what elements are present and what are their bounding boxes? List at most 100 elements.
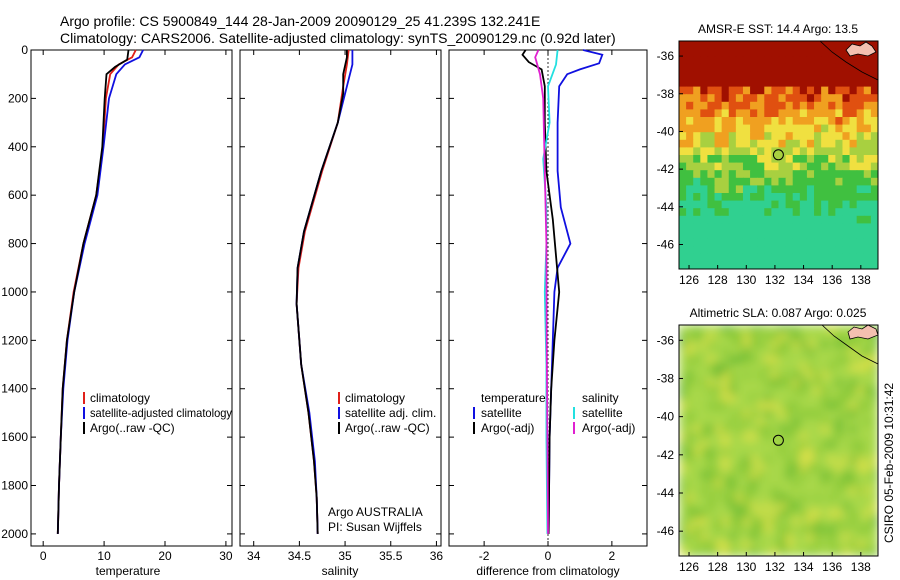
sla-heatmap-cell — [799, 532, 808, 542]
sst-heatmap-cell — [714, 215, 723, 224]
sst-heatmap-cell — [870, 162, 878, 171]
sla-heatmap-cell — [863, 479, 872, 488]
sla-heatmap-cell — [842, 532, 851, 542]
sla-heatmap-cell — [814, 340, 822, 349]
sla-heatmap-cell — [764, 332, 772, 341]
sst-heatmap-cell — [842, 109, 851, 118]
depth-tick-label: 1400 — [1, 382, 28, 396]
sla-heatmap-cell — [693, 502, 701, 511]
sla-heatmap-cell — [764, 363, 772, 372]
sla-heatmap-cell — [764, 502, 772, 511]
sla-heatmap-cell — [828, 486, 836, 495]
sla-heatmap-cell — [750, 363, 758, 372]
sst-heatmap-cell — [742, 101, 751, 110]
sst-heatmap-cell — [792, 63, 801, 72]
sst-heatmap-cell — [778, 41, 787, 50]
sst-heatmap-cell — [792, 139, 801, 148]
sla-heatmap-cell — [785, 532, 794, 542]
sst-heatmap-cell — [764, 155, 772, 164]
sst-heatmap-cell — [728, 155, 737, 164]
sla-heatmap-cell — [814, 409, 822, 418]
sst-heatmap-cell — [785, 155, 794, 164]
sst-heatmap-cell — [842, 223, 851, 232]
sst-heatmap-cell — [750, 200, 758, 209]
sla-heatmap-cell — [764, 348, 772, 357]
sla-heatmap-cell — [785, 525, 794, 534]
sla-heatmap-cell — [721, 402, 730, 411]
sla-heatmap-cell — [799, 348, 808, 357]
sla-heatmap-cell — [856, 525, 865, 534]
depth-tick-label: 2000 — [1, 527, 28, 541]
sla-heatmap-cell — [679, 440, 687, 449]
sst-heatmap-cell — [757, 208, 765, 217]
sla-heatmap-cell — [771, 409, 780, 418]
sst-heatmap-cell — [728, 170, 737, 179]
sla-heatmap-cell — [771, 378, 780, 388]
sla-heatmap-cell — [679, 471, 687, 480]
sst-heatmap-cell — [778, 56, 787, 65]
sst-heatmap-cell — [806, 246, 815, 255]
sst-heatmap-cell — [842, 63, 851, 72]
temperature-axis-label: temperature — [96, 564, 161, 578]
sst-heatmap-cell — [835, 177, 844, 186]
sst-heatmap-cell — [814, 261, 822, 269]
sla-lat-tick-label: -42 — [657, 448, 675, 462]
sla-heatmap-cell — [814, 517, 822, 526]
sst-heatmap-cell — [828, 86, 836, 95]
sla-heatmap-cell — [750, 332, 758, 341]
sla-heatmap-cell — [778, 371, 787, 380]
sla-heatmap-cell — [785, 425, 794, 434]
sst-heatmap-cell — [757, 124, 765, 133]
sst-heatmap-cell — [714, 117, 723, 126]
sst-heatmap-cell — [735, 132, 744, 141]
sla-heatmap-cell — [856, 455, 865, 465]
sst-heatmap-cell — [842, 185, 851, 194]
sla-heatmap-cell — [721, 486, 730, 495]
sst-heatmap-cell — [792, 261, 801, 269]
sst-heatmap-cell — [764, 41, 772, 50]
sla-heatmap-cell — [792, 432, 801, 442]
sla-heatmap-cell — [842, 448, 851, 457]
sla-heatmap-cell — [799, 517, 808, 526]
sst-heatmap-cell — [742, 63, 751, 72]
sst-heatmap-cell — [778, 193, 787, 202]
sla-heatmap-cell — [792, 494, 801, 503]
sst-heatmap-cell — [842, 208, 851, 217]
sst-heatmap-cell — [728, 56, 737, 65]
sla-heatmap-cell — [821, 525, 829, 534]
sst-lon-tick-label: 130 — [736, 273, 756, 287]
sla-heatmap-cell — [764, 479, 772, 488]
sst-heatmap-cell — [700, 215, 709, 224]
sla-heatmap-cell — [693, 340, 701, 349]
sst-heatmap-cell — [693, 124, 701, 133]
sst-heatmap-cell — [771, 124, 780, 133]
sla-heatmap-cell — [863, 471, 872, 480]
sst-heatmap-cell — [792, 246, 801, 255]
sla-heatmap-cell — [835, 548, 844, 556]
sla-heatmap-cell — [693, 479, 701, 488]
sst-heatmap-cell — [863, 155, 872, 164]
sla-heatmap-cell — [835, 455, 844, 465]
sla-heatmap-cell — [735, 440, 744, 449]
sst-heatmap-cell — [863, 253, 872, 262]
sla-heatmap-cell — [799, 340, 808, 349]
sst-heatmap-cell — [686, 261, 694, 269]
sst-heatmap-cell — [856, 71, 865, 80]
sla-heatmap-cell — [842, 432, 851, 442]
sla-heatmap-cell — [856, 417, 865, 426]
sst-heatmap-cell — [728, 147, 737, 156]
sst-heatmap-cell — [821, 246, 829, 255]
sst-heatmap-cell — [742, 41, 751, 50]
sst-heatmap-cell — [728, 200, 737, 209]
sst-heatmap-cell — [835, 63, 844, 72]
sla-heatmap-cell — [792, 402, 801, 411]
sst-heatmap-cell — [821, 177, 829, 186]
sla-heatmap-cell — [856, 502, 865, 511]
sla-heatmap-cell — [764, 486, 772, 495]
sst-heatmap-cell — [771, 253, 780, 262]
sst-heatmap-cell — [799, 231, 808, 240]
sst-heatmap-cell — [856, 193, 865, 202]
sst-heatmap-cell — [721, 177, 730, 186]
sst-lon-tick-label: 128 — [708, 273, 728, 287]
sla-heatmap-cell — [792, 332, 801, 341]
